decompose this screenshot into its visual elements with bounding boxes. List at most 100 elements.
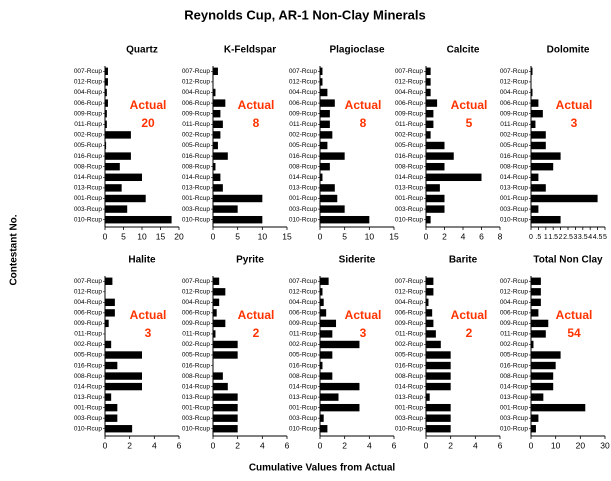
x-tick-label: 5 (235, 231, 240, 241)
bar (531, 277, 541, 285)
bar (213, 88, 216, 97)
bar (105, 340, 112, 349)
bar (426, 351, 451, 359)
x-tick-label: 2 (448, 440, 453, 450)
bar (213, 340, 238, 349)
x-tick-label: 5 (342, 231, 347, 241)
bar (105, 99, 108, 107)
x-tick-label: 2 (235, 440, 240, 450)
bar (213, 288, 226, 296)
bar (105, 298, 115, 307)
bar (105, 382, 142, 391)
y-tick-label: 011-Rcup (500, 121, 528, 128)
bar (426, 99, 438, 107)
y-tick-label: 008-Rcup (500, 163, 529, 170)
y-tick-label: 014-Rcup (395, 174, 424, 181)
bar (320, 78, 323, 86)
bar (426, 109, 434, 118)
bar (320, 109, 330, 118)
y-tick-label: 010-Rcup (74, 425, 103, 432)
y-tick-label: 012-Rcup (500, 79, 529, 86)
bar (426, 184, 440, 192)
annotation: 20 (141, 116, 155, 130)
x-tick-label: 30 (600, 440, 610, 450)
y-tick-label: 005-Rcup (500, 142, 529, 149)
bar (531, 205, 539, 213)
bar (105, 205, 128, 213)
y-tick-label: 005-Rcup (182, 352, 211, 359)
y-tick-label: 007-Rcup (182, 68, 211, 75)
y-tick-label: 010-Rcup (289, 425, 318, 432)
panel-title: Calcite (447, 45, 480, 56)
x-tick-label: 15 (282, 231, 292, 241)
y-tick-label: 006-Rcup (289, 100, 318, 107)
y-tick-label: 012-Rcup (74, 79, 103, 86)
y-tick-label: 014-Rcup (289, 174, 318, 181)
y-tick-label: 010-Rcup (74, 216, 103, 223)
bar (531, 141, 546, 150)
x-tick-label: 8 (498, 231, 503, 241)
y-tick-label: 007-Rcup (289, 278, 318, 285)
chart-title: Reynolds Cup, AR-1 Non-Clay Minerals (184, 7, 426, 22)
y-tick-label: 004-Rcup (395, 299, 424, 306)
y-tick-label: 010-Rcup (182, 425, 211, 432)
x-axis-label: Cumulative Values from Actual (249, 463, 396, 474)
y-tick-label: 009-Rcup (182, 110, 211, 117)
bar (531, 382, 554, 391)
bar (105, 141, 107, 150)
bar (531, 88, 533, 97)
bar (213, 152, 228, 160)
y-tick-label: 014-Rcup (74, 383, 103, 390)
bar (320, 99, 335, 107)
x-tick-label: 10 (258, 231, 268, 241)
y-tick-label: 009-Rcup (395, 320, 424, 327)
y-tick-label: 014-Rcup (500, 383, 529, 390)
annotation: Actual (345, 308, 382, 322)
x-tick-label: 6 (177, 440, 182, 450)
bar (320, 361, 323, 370)
bar (426, 120, 434, 129)
y-tick-label: 008-Rcup (500, 373, 529, 380)
annotation: 2 (253, 326, 260, 340)
x-tick-label: 4 (260, 440, 265, 450)
panel-title: K-Feldspar (224, 45, 276, 56)
y-tick-label: 012-Rcup (395, 79, 424, 86)
y-tick-label: 006-Rcup (289, 310, 318, 317)
y-tick-label: 007-Rcup (74, 278, 103, 285)
bar (213, 330, 216, 338)
bar (531, 372, 554, 380)
y-tick-label: 004-Rcup (289, 299, 318, 306)
y-tick-label: 016-Rcup (182, 362, 211, 369)
y-tick-label: 001-Rcup (395, 404, 424, 411)
x-tick-label: 1 (544, 234, 548, 241)
bar (426, 131, 431, 139)
bar (213, 309, 217, 317)
bar (213, 120, 223, 129)
y-tick-label: 006-Rcup (395, 100, 424, 107)
y-tick-label: 011-Rcup (500, 331, 528, 338)
bar (213, 99, 226, 107)
y-tick-label: 005-Rcup (182, 142, 211, 149)
bar (213, 393, 238, 401)
x-tick-label: 3 (573, 234, 577, 241)
bar (531, 351, 561, 359)
bar (213, 425, 238, 433)
bar (531, 319, 549, 328)
bar (531, 131, 546, 139)
y-tick-label: 003-Rcup (182, 206, 211, 213)
bar (531, 184, 546, 192)
bar (213, 277, 220, 285)
y-tick-label: 004-Rcup (500, 89, 529, 96)
bar (213, 162, 216, 171)
annotation: Actual (451, 98, 488, 112)
bar (213, 372, 223, 380)
x-tick-label: 0 (211, 440, 216, 450)
bar (531, 414, 539, 422)
y-tick-label: 012-Rcup (182, 289, 211, 296)
y-tick-label: 011-Rcup (395, 121, 423, 128)
bar (105, 351, 142, 359)
annotation: Actual (345, 98, 382, 112)
y-tick-label: 008-Rcup (74, 163, 103, 170)
bar (213, 414, 238, 422)
bar (320, 131, 333, 139)
